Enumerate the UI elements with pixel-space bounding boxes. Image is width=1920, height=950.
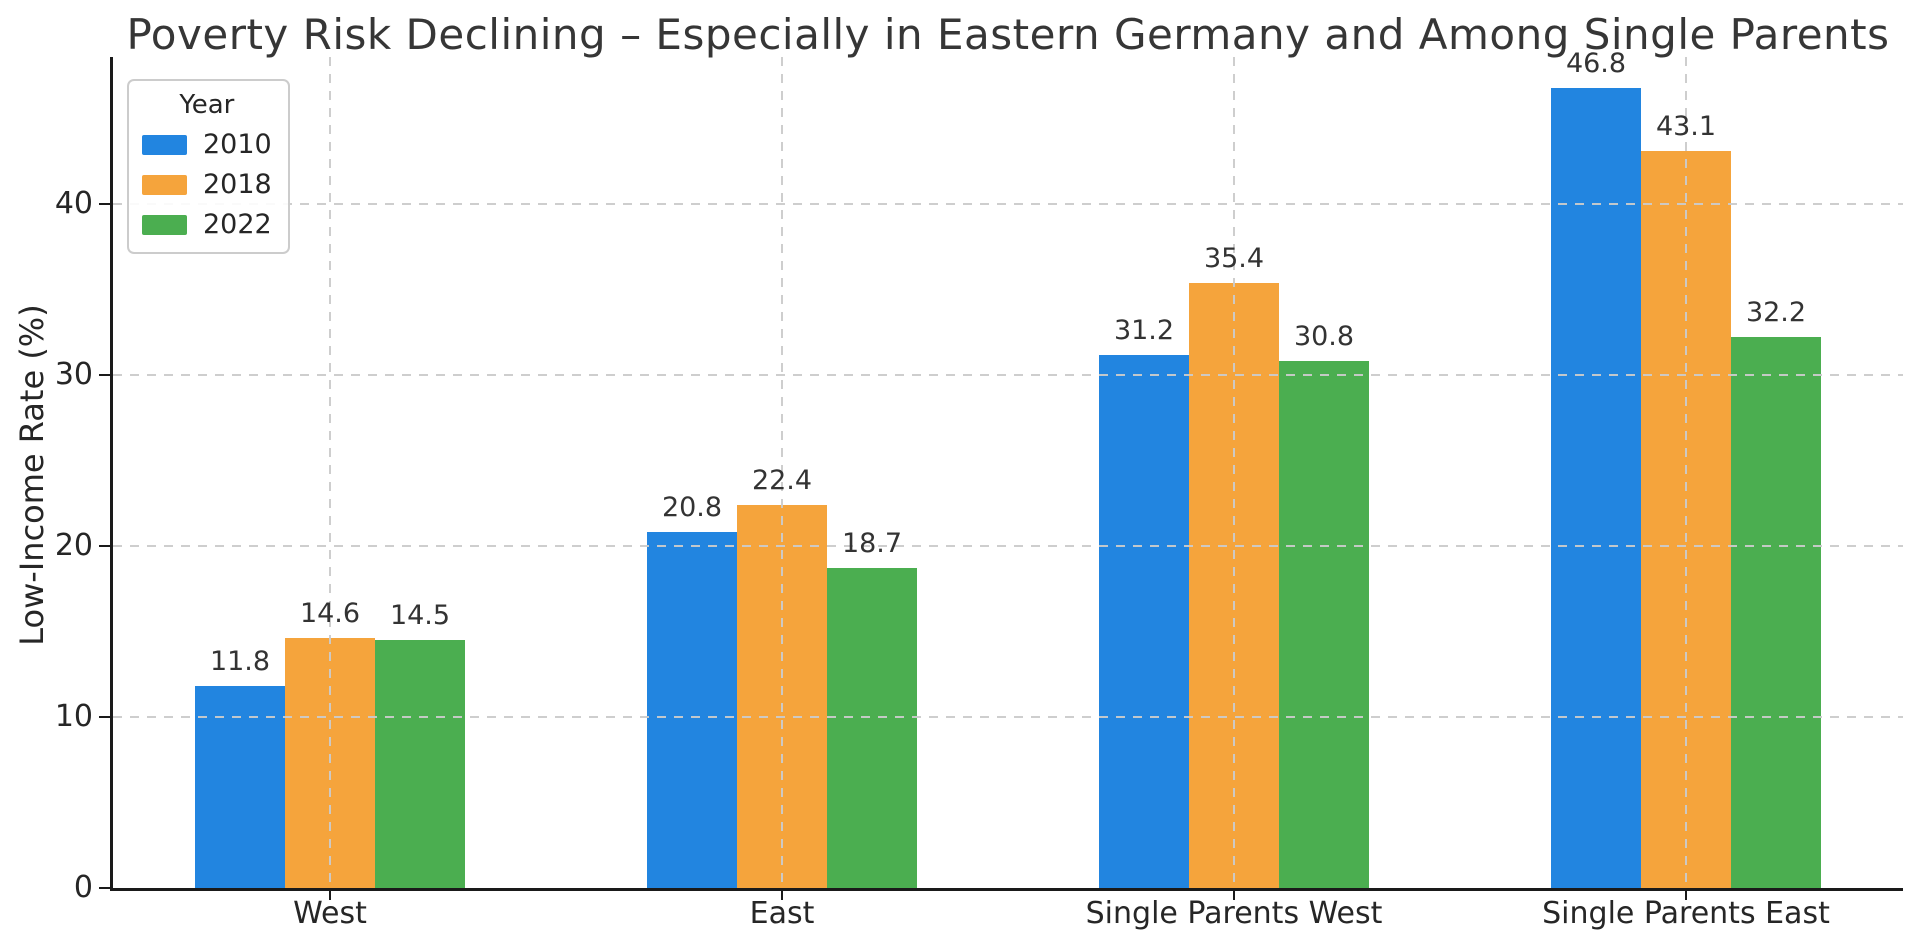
legend: Year 2010 2018 2022 [127, 79, 290, 254]
grid-line-vertical [329, 57, 331, 888]
legend-item-2010: 2010 [142, 129, 272, 160]
grid-line-horizontal [113, 716, 1903, 718]
legend-item-label: 2022 [203, 209, 272, 240]
grid-line-vertical [1685, 57, 1687, 888]
x-tick-label: Single Parents West [1085, 896, 1383, 931]
legend-swatch-2018 [142, 174, 187, 195]
grid-line-vertical [781, 57, 783, 888]
y-tick-mark [99, 374, 110, 377]
y-tick-label: 10 [54, 699, 93, 734]
y-tick-label: 30 [54, 357, 93, 393]
grid-line-vertical [1233, 57, 1235, 888]
bar-value-label: 18.7 [841, 528, 903, 560]
legend-swatch-2010 [142, 134, 187, 155]
legend-item-label: 2010 [203, 129, 272, 160]
bar-value-label: 31.2 [1113, 314, 1175, 346]
plot-area [110, 57, 1903, 891]
bar-2010-single-parents-west [1099, 354, 1189, 888]
legend-title: Year [179, 90, 235, 120]
bar-2010-east [647, 532, 737, 888]
bar-value-label: 20.8 [661, 492, 723, 524]
bar-value-label: 35.4 [1203, 242, 1265, 274]
grid-line-horizontal [113, 374, 1903, 377]
y-axis-label: Low-Income Rate (%) [13, 304, 51, 646]
x-tick-mark [781, 889, 783, 900]
x-tick-mark [1233, 889, 1235, 900]
y-tick-label: 0 [73, 870, 93, 905]
bar-value-label: 46.8 [1565, 47, 1627, 79]
bar-value-label: 14.5 [389, 600, 451, 632]
bar-value-label: 11.8 [209, 646, 271, 678]
y-axis-spine [110, 57, 113, 891]
y-tick-mark [99, 887, 110, 889]
bar-2010-single-parents-east [1551, 87, 1641, 888]
grid-line-horizontal [113, 545, 1903, 548]
bar-value-label: 30.8 [1293, 321, 1355, 353]
y-tick-mark [99, 545, 110, 548]
x-axis-spine [110, 888, 1903, 891]
legend-item-2022: 2022 [142, 209, 272, 240]
legend-item-label: 2018 [203, 169, 272, 200]
bar-2022-east [827, 568, 917, 888]
x-tick-mark [1685, 889, 1687, 900]
x-tick-label: East [749, 896, 815, 931]
bar-value-label: 43.1 [1655, 111, 1717, 143]
legend-swatch-2022 [142, 214, 187, 235]
y-tick-label: 40 [54, 186, 93, 222]
x-tick-mark [329, 889, 331, 900]
y-tick-label: 20 [54, 528, 93, 564]
grid-line-horizontal [113, 203, 1903, 206]
y-tick-mark [99, 716, 110, 718]
x-tick-label: Single Parents East [1542, 896, 1830, 931]
bar-value-label: 14.6 [299, 598, 361, 630]
chart-title: Poverty Risk Declining – Especially in E… [126, 10, 1890, 59]
bar-value-label: 22.4 [751, 464, 813, 496]
y-tick-mark [99, 203, 110, 206]
bar-value-label: 32.2 [1745, 297, 1807, 329]
x-tick-label: West [293, 896, 367, 931]
bar-2022-single-parents-west [1279, 361, 1369, 888]
bar-2022-west [375, 640, 465, 888]
legend-item-2018: 2018 [142, 169, 272, 200]
bar-2022-single-parents-east [1731, 337, 1821, 888]
bar-2010-west [195, 686, 285, 888]
